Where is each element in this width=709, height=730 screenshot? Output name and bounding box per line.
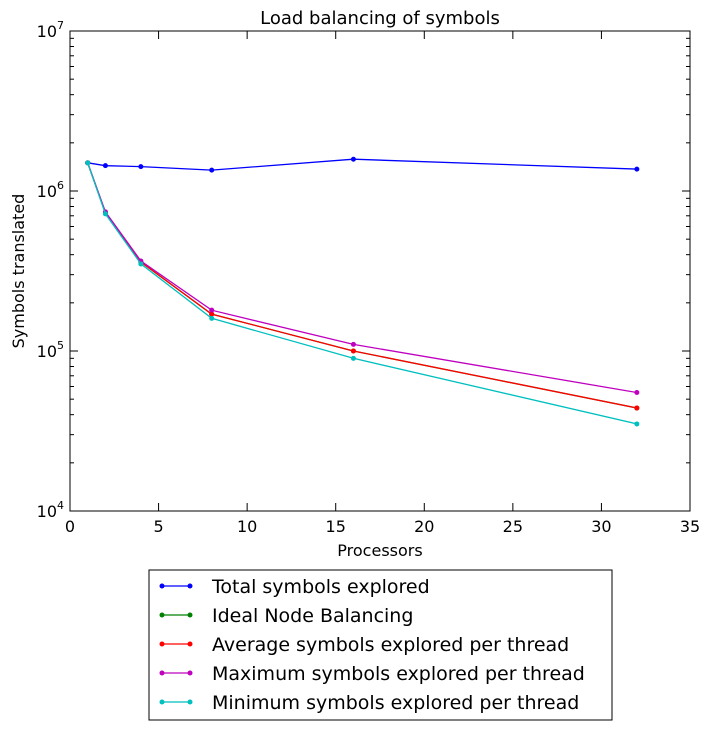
x-axis-label: Processors [337,541,422,560]
data-point [350,355,356,361]
legend-label: Ideal Node Balancing [212,605,413,627]
legend-marker [159,583,165,589]
data-point [85,160,91,166]
legend-item: Ideal Node Balancing [159,605,413,627]
legend-marker [187,583,193,589]
x-tick-label: 10 [237,517,257,536]
legend-marker [159,612,165,618]
legend-marker [159,641,165,647]
data-point [138,261,144,267]
series-line [87,162,638,425]
legend-marker [187,641,193,647]
legend-item: Total symbols explored [159,576,430,598]
x-tick-label: 25 [503,517,523,536]
data-point [102,211,108,217]
legend-label: Maximum symbols explored per thread [212,663,585,685]
plot-area [69,30,691,512]
data-point [350,348,356,354]
series-minimum-symbols-explored-per-thread [85,160,640,427]
data-point [634,166,640,172]
data-point [138,164,144,170]
x-tick-label: 15 [326,517,346,536]
data-point [634,421,640,427]
legend-frame [148,569,613,721]
y-axis-label: Symbols translated [9,194,28,349]
data-point [350,156,356,162]
legend-label: Total symbols explored [211,576,430,598]
series-total-symbols-explored [85,156,640,173]
legend-marker [187,670,193,676]
data-point [209,311,215,317]
legend-marker [187,699,193,705]
series-line [87,162,638,409]
data-point [209,315,215,321]
legend-item: Maximum symbols explored per thread [159,663,585,685]
data-point [209,167,215,173]
legend-label: Minimum symbols explored per thread [212,692,579,714]
chart-title: Load balancing of symbols [260,8,500,29]
series-line [87,158,637,171]
series-line [87,162,638,409]
legend-marker [187,612,193,618]
x-tick-label: 5 [153,517,163,536]
data-point [634,405,640,411]
y-tick-label: 105 [37,339,64,361]
y-tick-label: 107 [37,19,64,41]
legend: Total symbols explored Ideal Node Balanci… [148,569,613,721]
legend-marker [159,670,165,676]
series-line [87,162,638,394]
data-point [102,163,108,169]
data-point [209,307,215,313]
data-point [634,390,640,396]
x-tick-label: 0 [65,517,75,536]
y-tick-label: 104 [37,499,64,521]
x-tick-label: 20 [414,517,434,536]
x-tick-label: 35 [680,517,700,536]
legend-marker [159,699,165,705]
y-tick-label: 106 [37,179,64,201]
legend-item: Minimum symbols explored per thread [159,692,579,714]
legend-label: Average symbols explored per thread [212,634,569,656]
legend-item: Average symbols explored per thread [159,634,569,656]
data-point [350,341,356,347]
x-tick-label: 30 [591,517,611,536]
